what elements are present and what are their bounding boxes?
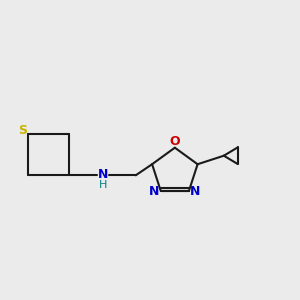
Text: S: S bbox=[18, 124, 27, 137]
Text: H: H bbox=[98, 180, 107, 190]
Text: N: N bbox=[149, 185, 160, 198]
Text: N: N bbox=[190, 185, 200, 198]
Text: O: O bbox=[169, 135, 180, 148]
Text: N: N bbox=[98, 168, 108, 181]
